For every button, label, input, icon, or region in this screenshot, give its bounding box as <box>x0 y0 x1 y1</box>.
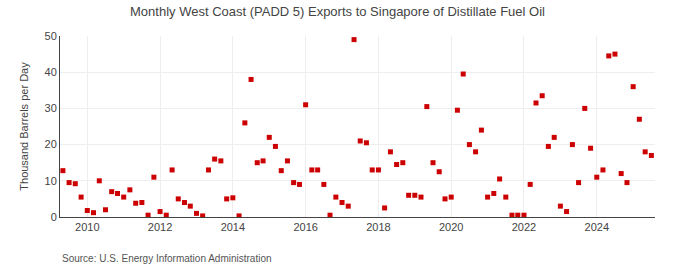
svg-text:2016: 2016 <box>293 221 317 233</box>
svg-text:Monthly West Coast (PADD 5) Ex: Monthly West Coast (PADD 5) Exports to S… <box>130 4 545 19</box>
svg-text:50: 50 <box>45 30 57 42</box>
svg-text:10: 10 <box>45 175 57 187</box>
svg-text:20: 20 <box>45 138 57 150</box>
svg-text:2018: 2018 <box>366 221 390 233</box>
svg-text:30: 30 <box>45 102 57 114</box>
svg-text:2020: 2020 <box>439 221 463 233</box>
svg-text:Source: U.S. Energy Informatio: Source: U.S. Energy Information Administ… <box>62 253 272 264</box>
svg-text:2012: 2012 <box>148 221 172 233</box>
svg-text:Thousand Barrels per Day: Thousand Barrels per Day <box>18 62 30 191</box>
svg-text:0: 0 <box>51 211 57 223</box>
svg-text:40: 40 <box>45 66 57 78</box>
svg-text:2022: 2022 <box>512 221 536 233</box>
svg-text:2024: 2024 <box>585 221 609 233</box>
svg-text:2010: 2010 <box>75 221 99 233</box>
svg-text:2014: 2014 <box>221 221 245 233</box>
